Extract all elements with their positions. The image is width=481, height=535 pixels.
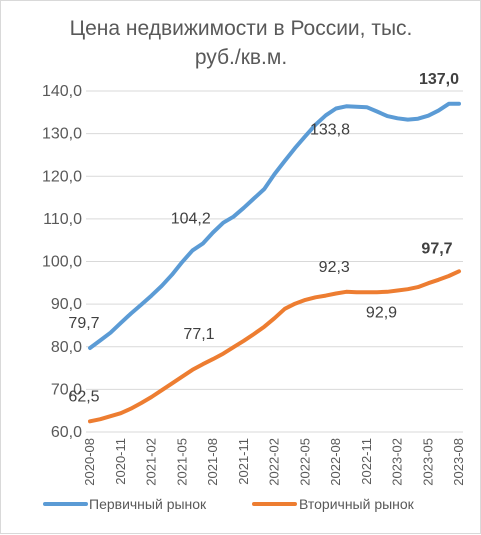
- x-tick-label: 2023-08: [451, 438, 466, 486]
- series-line-primary: [88, 101, 461, 350]
- y-tick-label: 90,0: [51, 296, 82, 313]
- x-tick-label: 2022-05: [297, 438, 312, 486]
- y-tick-label: 140,0: [42, 83, 82, 100]
- x-tick-label: 2020-11: [113, 438, 128, 485]
- data-label: 62,5: [68, 388, 99, 405]
- x-tick-label: 2023-05: [420, 438, 435, 486]
- x-tick-label: 2022-02: [267, 438, 282, 486]
- data-label: 77,1: [183, 326, 214, 343]
- x-tick-label: 2021-08: [205, 438, 220, 486]
- y-tick-label: 120,0: [42, 168, 82, 185]
- y-tick-label: 80,0: [51, 339, 82, 356]
- chart-title-line-2: руб./кв.м.: [194, 46, 288, 69]
- data-label: 92,3: [319, 259, 350, 276]
- x-tick-label: 2021-11: [236, 438, 251, 485]
- y-tick-label: 110,0: [43, 211, 82, 228]
- legend-label: Вторичный рынок: [299, 496, 415, 512]
- y-tick-label: 130,0: [42, 126, 82, 143]
- data-label: 79,7: [68, 315, 99, 332]
- data-label: 104,2: [171, 211, 211, 228]
- y-tick-label: 100,0: [42, 254, 82, 271]
- legend-label: Первичный рынок: [89, 496, 207, 512]
- data-label: 137,0: [419, 71, 459, 88]
- x-tick-label: 2023-02: [390, 438, 405, 486]
- data-label: 133,8: [310, 121, 350, 138]
- y-tick-label: 60,0: [51, 424, 82, 441]
- series-line-secondary: [88, 269, 461, 424]
- data-label: 97,7: [421, 240, 452, 257]
- x-tick-label: 2022-11: [359, 438, 374, 485]
- x-tick-label: 2022-08: [328, 438, 343, 486]
- x-tick-label: 2020-08: [82, 438, 97, 486]
- data-label: 92,9: [366, 304, 397, 321]
- x-tick-label: 2021-02: [144, 438, 159, 486]
- chart-title-line-1: Цена недвижимости в России, тыс.: [69, 17, 413, 40]
- x-tick-label: 2021-05: [174, 438, 189, 486]
- y-tick-label: 70,0: [51, 381, 82, 398]
